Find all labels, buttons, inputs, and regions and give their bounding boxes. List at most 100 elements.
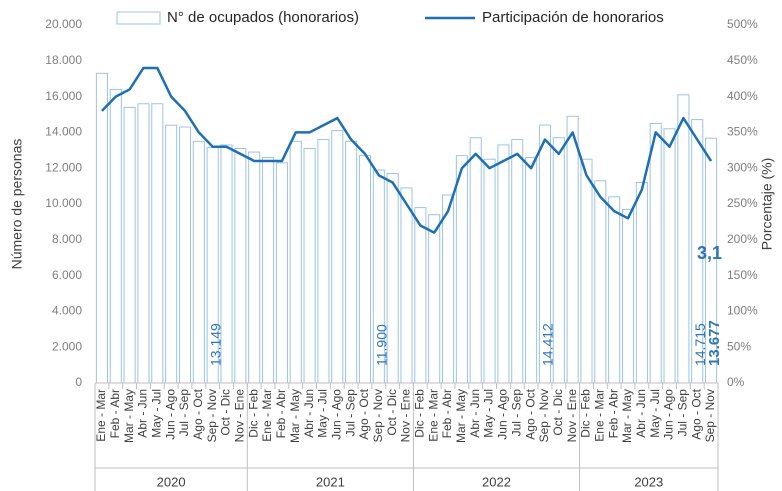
x-tick-label: May - Jul <box>648 389 662 438</box>
x-tick-label: Dic - Feb <box>246 389 260 438</box>
bar <box>663 128 676 384</box>
bar <box>123 106 136 384</box>
bar-value-label: 14.412 <box>540 323 556 366</box>
x-tick-label: Abr - Jun <box>634 389 648 438</box>
bar <box>608 196 621 384</box>
x-tick-label: Oct - Dic <box>219 389 233 436</box>
y-tick-label: 6.000 <box>52 268 82 282</box>
x-tick-label: Sep - Nov <box>537 389 551 442</box>
x-tick-label: Nov - Ene <box>565 389 579 443</box>
bar <box>511 139 524 384</box>
x-tick-label: Mar - May <box>122 389 136 443</box>
y-tick-label: 18.000 <box>45 53 82 67</box>
y2-tick-label: 150% <box>727 268 758 282</box>
x-tick-label: Jun - Ago <box>329 389 343 440</box>
bar <box>525 156 538 384</box>
x-tick-label: Feb - Abr <box>606 389 620 438</box>
x-tick-label: May - Jul <box>482 389 496 438</box>
group-label: 2020 <box>157 474 186 489</box>
bar <box>386 173 399 384</box>
bar <box>192 140 205 384</box>
bar <box>262 156 275 384</box>
x-tick-label: Jul - Sep <box>509 389 523 437</box>
bar <box>497 144 510 384</box>
x-tick-label: Oct - Dic <box>385 389 399 436</box>
x-tick-label: Oct - Dic <box>551 389 565 436</box>
x-tick-label: Ene - Mar <box>592 389 606 442</box>
legend-label: Participación de honorarios <box>482 9 664 26</box>
x-tick-label: Ene - Mar <box>426 389 440 442</box>
x-tick-label: Ene - Mar <box>260 389 274 442</box>
bar-value-label: 11.900 <box>374 324 390 366</box>
y2-tick-label: 300% <box>727 160 758 174</box>
x-tick-label: Jun - Ago <box>662 389 676 440</box>
x-tick-label: Feb - Abr <box>440 389 454 438</box>
y-tick-label: 16.000 <box>45 89 82 103</box>
y2-tick-label: 50% <box>727 339 751 353</box>
x-tick-label: Jul - Sep <box>343 389 357 437</box>
x-tick-label: Nov - Ene <box>399 389 413 443</box>
x-tick-label: Feb - Abr <box>108 389 122 438</box>
bar <box>414 207 427 384</box>
x-tick-label: Dic - Feb <box>579 389 593 438</box>
x-tick-label: Sep - Nov <box>703 389 717 442</box>
x-tick-label: Jul - Sep <box>177 389 191 437</box>
legend-label: N° de ocupados (honorarios) <box>167 9 359 26</box>
x-tick-label: Jun - Ago <box>163 389 177 440</box>
x-tick-label: Mar - May <box>454 389 468 443</box>
bar <box>441 194 455 384</box>
y-tick-label: 2.000 <box>52 339 82 353</box>
bar <box>428 214 441 384</box>
x-tick-label: Feb - Abr <box>274 389 288 438</box>
y2-tick-label: 100% <box>727 304 758 318</box>
bar <box>109 88 122 384</box>
x-tick-label: Ene - Mar <box>94 389 108 442</box>
bar <box>580 158 593 384</box>
bar <box>151 103 164 384</box>
x-tick-label: Nov - Ene <box>233 389 247 443</box>
bar <box>635 182 648 384</box>
bar-value-label: 14.715 <box>692 323 708 366</box>
bar <box>303 148 316 384</box>
bar <box>455 155 468 384</box>
x-tick-label: Ago - Oct <box>523 388 537 439</box>
bar <box>317 139 330 384</box>
bar <box>621 208 635 384</box>
bar-value-label: 13.677 <box>706 320 723 366</box>
bar <box>649 122 662 384</box>
bar <box>566 115 579 384</box>
bar <box>345 140 358 384</box>
group-label: 2022 <box>482 474 511 489</box>
bar <box>234 148 247 384</box>
bar <box>137 103 150 384</box>
y-tick-label: 4.000 <box>52 304 82 318</box>
bar <box>275 162 288 384</box>
y2-tick-label: 200% <box>727 232 758 246</box>
y2-tick-label: 0% <box>727 375 745 389</box>
x-tick-label: Jun - Ago <box>496 389 510 440</box>
x-tick-label: Abr - Jun <box>302 389 316 438</box>
x-tick-label: Mar - May <box>288 389 302 443</box>
x-tick-label: Dic - Feb <box>413 389 427 438</box>
x-tick-label: Ago - Oct <box>357 388 371 439</box>
x-tick-label: Mar - May <box>620 389 634 443</box>
y-tick-label: 14.000 <box>45 125 82 139</box>
y-tick-label: 8.000 <box>52 232 82 246</box>
x-tick-label: Jul - Sep <box>676 389 690 437</box>
bar <box>178 126 192 384</box>
bar <box>248 151 261 384</box>
y2-tick-label: 500% <box>727 17 758 31</box>
y2-tick-label: 350% <box>727 125 758 139</box>
y2-tick-label: 250% <box>727 196 758 210</box>
bar <box>95 72 108 384</box>
bar <box>594 180 607 384</box>
x-tick-label: Sep - Nov <box>205 389 219 442</box>
group-label: 2023 <box>634 474 663 489</box>
y-tick-label: 20.000 <box>45 17 82 31</box>
bar <box>289 140 302 384</box>
x-tick-label: Sep - Nov <box>371 389 385 442</box>
bar-value-label: 13.149 <box>207 323 223 366</box>
bar <box>400 187 413 384</box>
bar <box>552 137 565 384</box>
line <box>101 66 713 234</box>
